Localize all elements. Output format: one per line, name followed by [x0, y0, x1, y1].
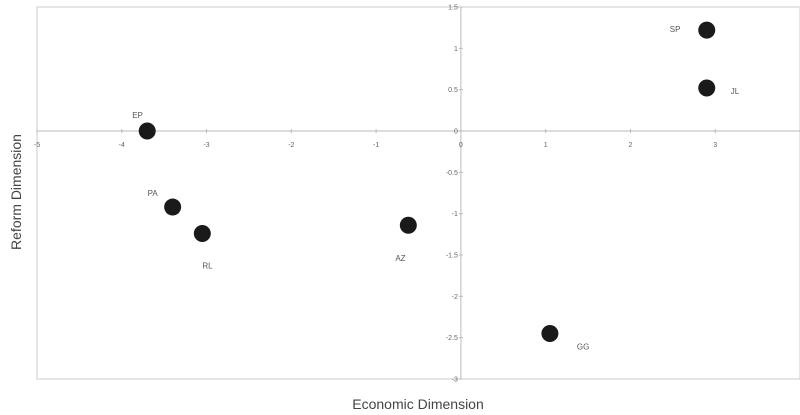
- y-tick-label: 1.5: [448, 5, 458, 12]
- data-label-jl: JL: [731, 87, 740, 96]
- data-point-rl: [193, 225, 211, 243]
- data-label-ep: EP: [132, 111, 143, 120]
- x-tick-label: 0: [459, 142, 463, 149]
- x-tick-label: 2: [628, 142, 632, 149]
- axes-layer: [36, 6, 800, 380]
- data-point-az: [399, 216, 417, 234]
- data-label-sp: SP: [670, 25, 681, 34]
- data-point-ep: [138, 122, 156, 140]
- x-axis-title: Economic Dimension: [352, 396, 484, 412]
- y-tick-label: 1: [454, 46, 458, 53]
- x-tick-label: -2: [288, 142, 294, 149]
- y-tick-label: -3: [452, 377, 458, 384]
- x-tick-label: 1: [544, 142, 548, 149]
- data-label-pa: PA: [148, 189, 159, 198]
- data-label-rl: RL: [202, 262, 213, 271]
- y-tick-label: -1.5: [446, 253, 458, 260]
- x-tick-label: -4: [119, 142, 125, 149]
- data-point-sp: [698, 21, 716, 39]
- plot-frame: [36, 6, 800, 380]
- y-tick-label: 0: [454, 129, 458, 136]
- y-tick-label: -2.5: [446, 335, 458, 342]
- plot-frame-layer: [36, 6, 800, 380]
- data-point-pa: [164, 198, 182, 216]
- y-tick-label: -2: [452, 294, 458, 301]
- data-points-layer: SP JL EP PA RL AZ GG: [132, 21, 740, 352]
- data-point-gg: [541, 325, 559, 343]
- y-axis-title: Reform Dimension: [8, 134, 24, 250]
- data-point-jl: [698, 79, 716, 97]
- y-tick-label: -0.5: [446, 170, 458, 177]
- data-label-gg: GG: [577, 343, 589, 352]
- x-tick-label: -1: [373, 142, 379, 149]
- x-tick-label: -5: [34, 142, 40, 149]
- x-tick-label: 3: [713, 142, 717, 149]
- y-tick-label: 0.5: [448, 87, 458, 94]
- y-tick-label: -1: [452, 211, 458, 218]
- tick-labels-layer: -5 -4 -3 -2 -1 0 1 2 3 1.5 1 0.5 0 -0.5 -1 -1.5 -2 -2.5 -3: [34, 5, 717, 384]
- data-label-az: AZ: [395, 254, 405, 263]
- x-tick-label: -3: [203, 142, 209, 149]
